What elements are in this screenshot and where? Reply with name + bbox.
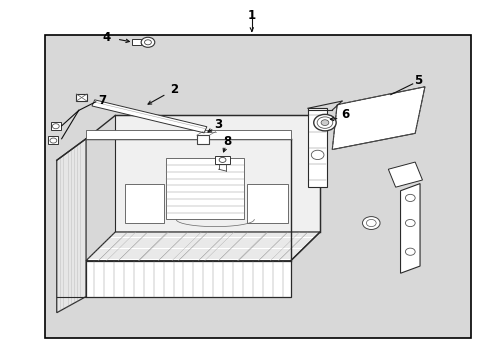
Text: 8: 8 (223, 135, 231, 148)
Text: 2: 2 (169, 83, 178, 96)
Bar (48, 136, 58, 144)
Polygon shape (86, 232, 320, 261)
Text: 6: 6 (340, 108, 348, 121)
Circle shape (362, 217, 379, 229)
Circle shape (52, 124, 59, 129)
Circle shape (313, 114, 335, 131)
Polygon shape (387, 162, 422, 187)
Bar (215, 156, 229, 164)
Polygon shape (86, 130, 290, 139)
Polygon shape (86, 261, 290, 297)
Circle shape (311, 150, 324, 159)
Circle shape (405, 194, 414, 202)
Bar (132, 40, 141, 45)
Circle shape (405, 248, 414, 255)
Polygon shape (92, 100, 206, 133)
Text: 7: 7 (98, 94, 106, 107)
Polygon shape (331, 87, 424, 149)
Circle shape (144, 40, 151, 45)
Polygon shape (125, 184, 163, 223)
Polygon shape (57, 139, 86, 313)
Polygon shape (166, 158, 244, 220)
Polygon shape (246, 184, 288, 223)
Bar (51, 122, 61, 130)
Circle shape (219, 157, 225, 162)
Bar (196, 135, 209, 144)
Text: 4: 4 (102, 31, 111, 45)
Text: 3: 3 (214, 118, 222, 131)
Circle shape (405, 220, 414, 226)
Polygon shape (307, 108, 327, 187)
Circle shape (317, 117, 332, 129)
Circle shape (141, 37, 155, 47)
Circle shape (366, 220, 375, 226)
Polygon shape (400, 184, 419, 273)
Bar (76, 94, 87, 101)
Polygon shape (115, 116, 320, 232)
Circle shape (321, 120, 328, 126)
Text: 1: 1 (247, 9, 255, 22)
Bar (44, 35, 470, 338)
Text: 5: 5 (414, 74, 422, 87)
Circle shape (50, 138, 57, 143)
